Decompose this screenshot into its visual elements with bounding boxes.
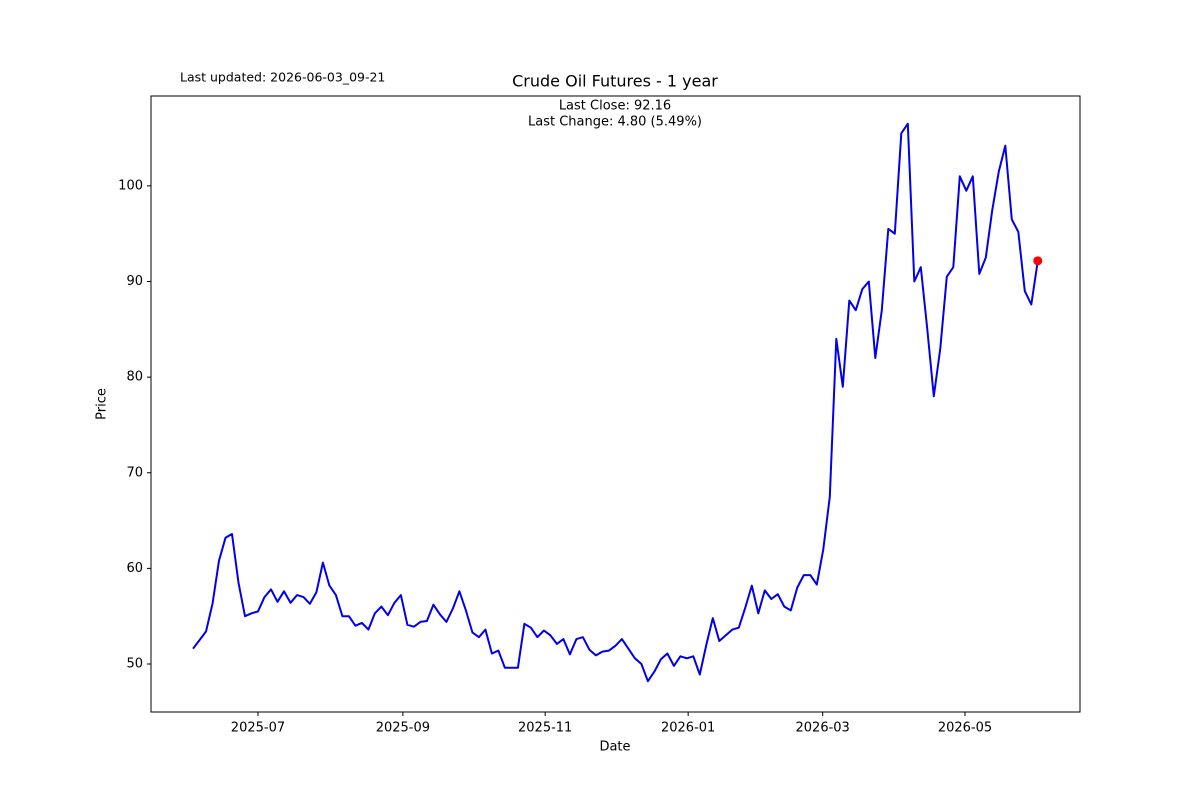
annotation: Last Close: 92.16 — [559, 99, 671, 114]
y-tick-label: 80 — [126, 370, 143, 385]
updated-label: Last updated: 2026-06-03_09-21 — [180, 70, 385, 85]
x-tick-label: 2025-11 — [518, 721, 572, 736]
price-line — [192, 122, 1039, 683]
y-tick-label: 50 — [126, 656, 143, 671]
x-axis-label: Date — [599, 740, 630, 755]
plot-frame — [150, 95, 1081, 713]
chart-title: Crude Oil Futures - 1 year — [512, 72, 718, 91]
annotation: Last Change: 4.80 (5.49%) — [528, 115, 702, 130]
y-tick-label: 60 — [126, 561, 143, 576]
y-tick-label: 90 — [126, 274, 143, 289]
x-tick-label: 2025-09 — [376, 721, 430, 736]
y-tick-label: 70 — [126, 465, 143, 480]
y-axis-label: Price — [95, 388, 110, 420]
y-tick-label: 100 — [118, 178, 143, 193]
x-tick-label: 2026-03 — [796, 721, 850, 736]
last-close-marker — [1033, 256, 1043, 266]
x-tick-label: 2026-05 — [938, 721, 992, 736]
x-tick-label: 2025-07 — [231, 721, 285, 736]
x-tick-label: 2026-01 — [661, 721, 715, 736]
